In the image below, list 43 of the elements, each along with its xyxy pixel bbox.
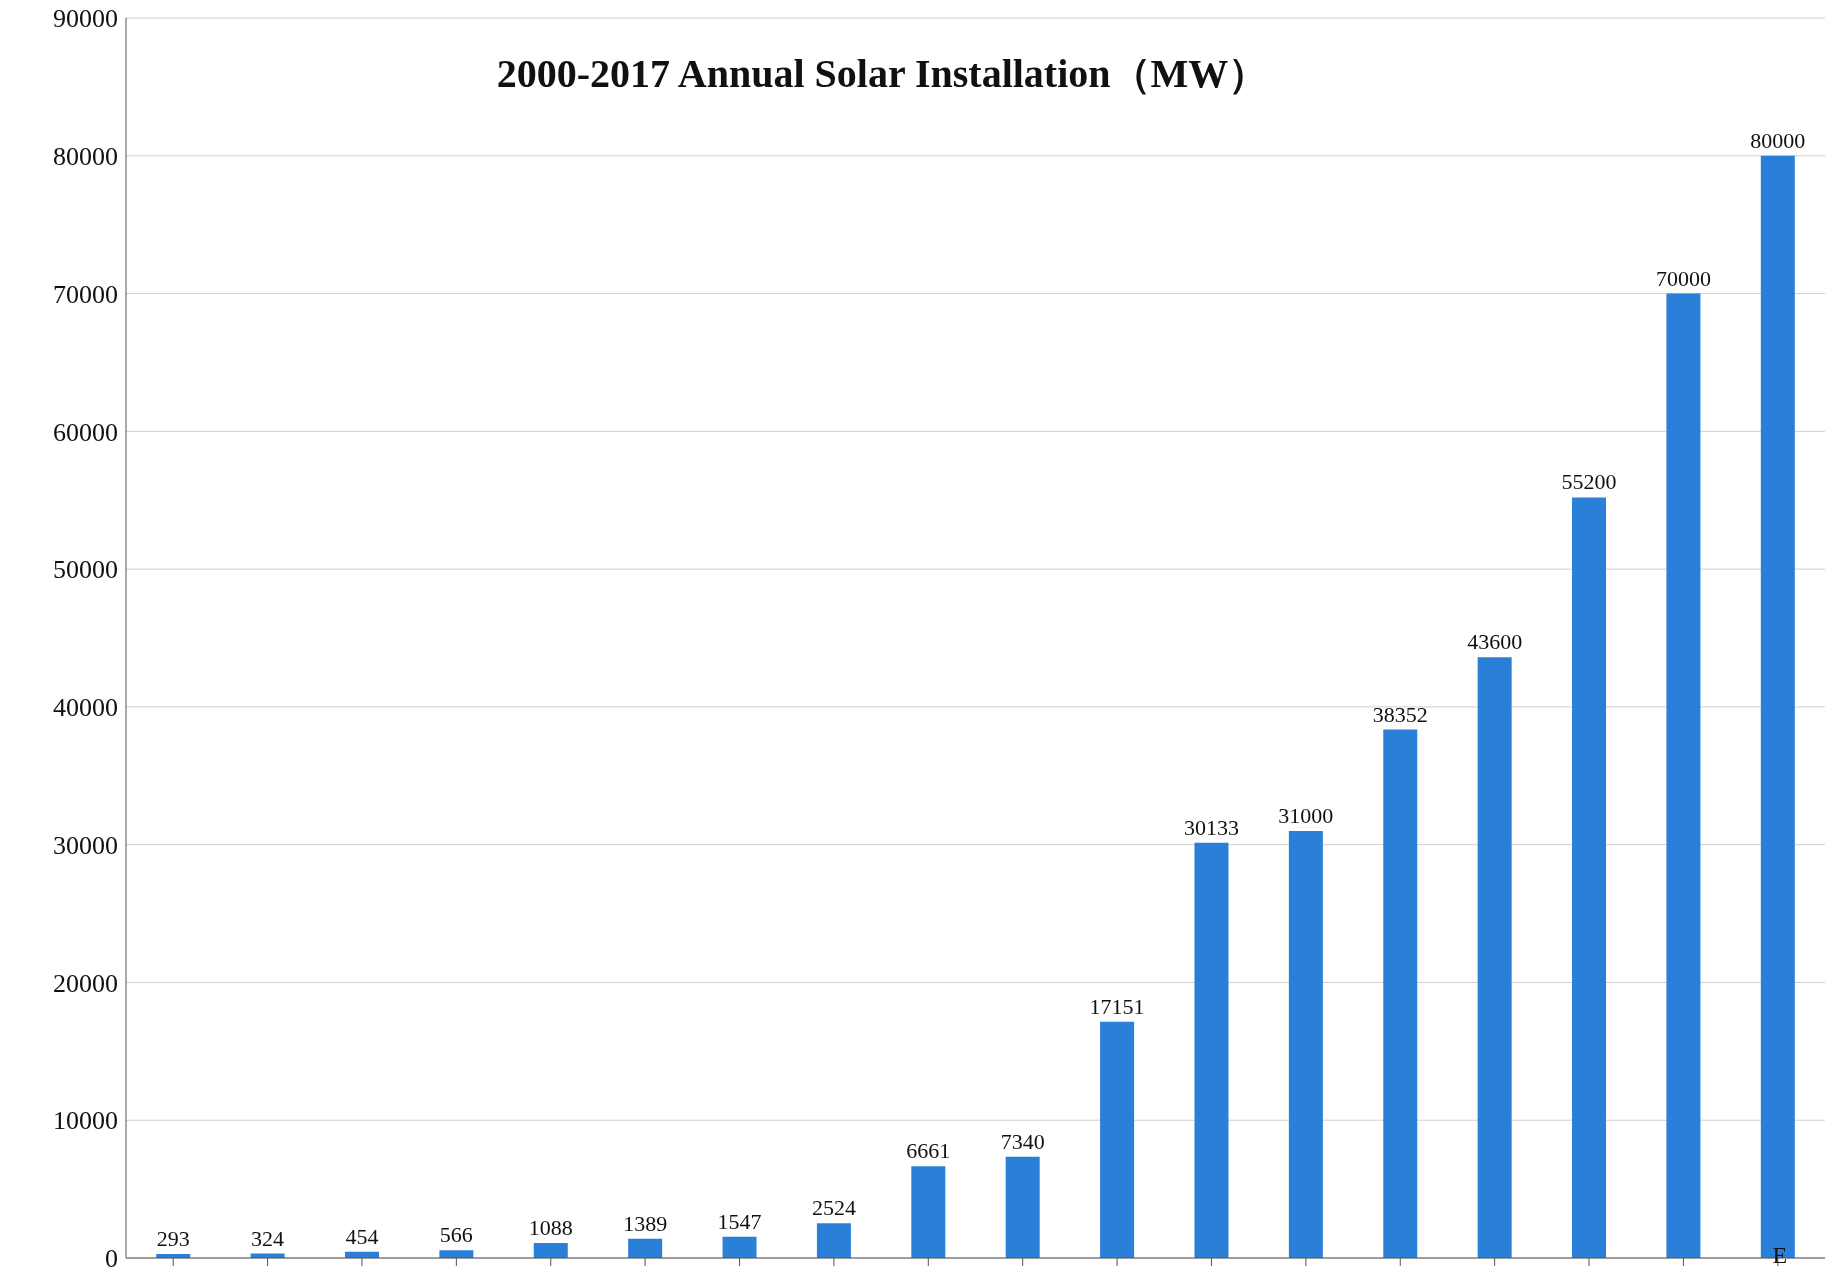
y-tick-label: 10000 <box>53 1106 118 1136</box>
bar <box>722 1236 757 1258</box>
data-label: 2524 <box>811 1195 856 1221</box>
data-label: 55200 <box>1561 469 1617 495</box>
y-tick-label: 30000 <box>53 830 118 860</box>
y-tick-label: 70000 <box>53 279 118 309</box>
data-label: 17151 <box>1089 993 1145 1019</box>
bar <box>1477 657 1512 1258</box>
data-label: 566 <box>439 1222 473 1248</box>
bar <box>628 1238 663 1258</box>
bar <box>1666 293 1701 1258</box>
data-label: 30133 <box>1183 814 1239 840</box>
bar <box>911 1166 946 1258</box>
data-label: 31000 <box>1278 802 1334 828</box>
data-label: 454 <box>345 1223 379 1249</box>
text: 2000-2017 Annual Solar Installation（MW） <box>495 50 1270 98</box>
bar <box>816 1223 851 1258</box>
data-label: 1547 <box>717 1208 762 1234</box>
y-tick-label: 50000 <box>53 555 118 585</box>
y-tick-label: 90000 <box>53 4 118 34</box>
data-label: 43600 <box>1467 629 1523 655</box>
data-label: 80000 <box>1750 127 1806 153</box>
bar <box>1383 729 1418 1258</box>
data-label: 1088 <box>528 1215 573 1241</box>
bar <box>1005 1156 1040 1258</box>
data-label: 293 <box>156 1225 190 1251</box>
y-tick-label: 0 <box>105 1244 118 1272</box>
bar <box>1572 497 1607 1258</box>
data-label: 1389 <box>623 1210 668 1236</box>
bar <box>439 1250 474 1258</box>
bar <box>533 1243 568 1258</box>
y-tick-label: 20000 <box>53 968 118 998</box>
y-tick-label: 80000 <box>53 142 118 172</box>
bar <box>1194 842 1229 1258</box>
data-label: 324 <box>251 1225 285 1251</box>
data-label: 6661 <box>906 1138 951 1164</box>
bar <box>1288 830 1323 1258</box>
bar <box>1100 1021 1135 1258</box>
y-tick-label: 60000 <box>53 417 118 447</box>
data-label: 70000 <box>1655 265 1711 291</box>
data-label: 7340 <box>1000 1128 1045 1154</box>
data-label: 38352 <box>1372 701 1428 727</box>
y-tick-label: 40000 <box>53 693 118 723</box>
